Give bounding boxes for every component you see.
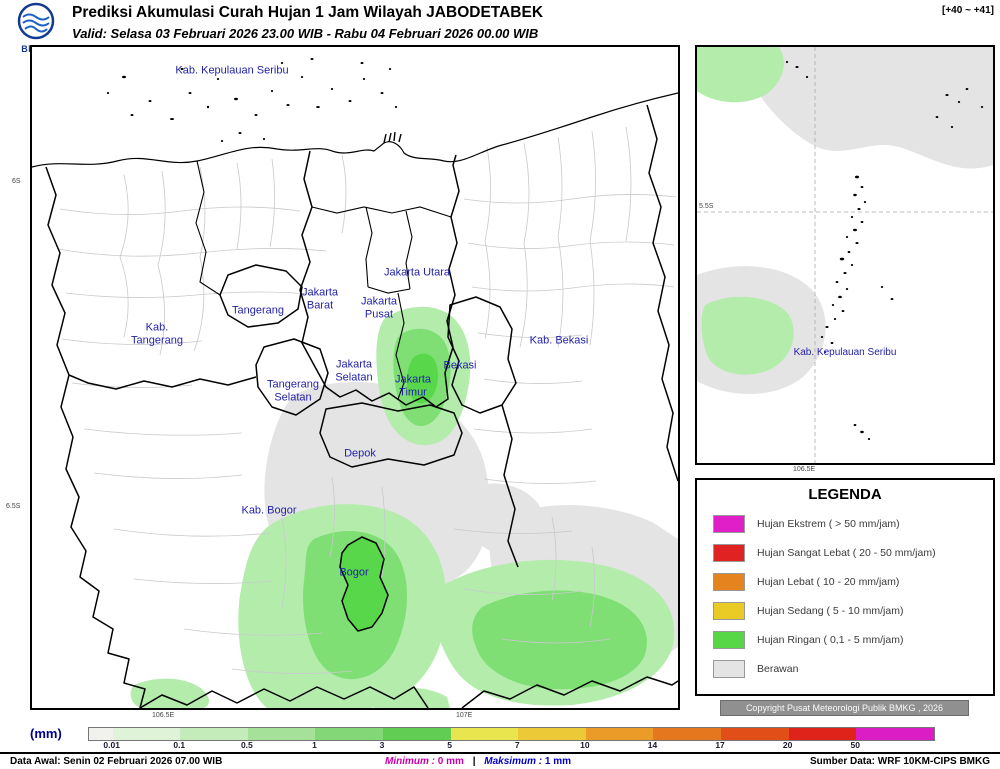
colorbar-unit-label: (mm) [30,726,62,741]
minimum-label: Minimum : [385,756,435,767]
legend-item: Hujan Lebat ( 10 - 20 mm/jam) [697,567,993,596]
legend-label: Hujan Ekstrem ( > 50 mm/jam) [757,517,900,530]
forecast-timestep: [+40 ~ +41] [942,5,994,16]
colorbar-segment [721,728,789,740]
legend-item: Hujan Ekstrem ( > 50 mm/jam) [697,509,993,538]
minimum-value: 0 mm [437,756,464,767]
minmax-text: Minimum : 0 mm | Maksimum : 1 mm [385,756,571,767]
footer-divider [0,752,1000,754]
lon-label-106-5e: 106.5E [152,712,175,719]
colorbar-tick: 5 [447,740,453,750]
colorbar-segment [653,728,721,740]
legend-title: LEGENDA [808,486,882,503]
inset-lat-label: 5.5S [699,203,714,210]
colorbar-tick: 0.01 [103,740,120,750]
data-awal-text: Data Awal: Senin 02 Februari 2026 07.00 … [10,756,223,767]
minmax-separator: | [472,756,476,767]
maksimum-value: 1 mm [544,756,571,767]
legend-label: Hujan Lebat ( 10 - 20 mm/jam) [757,575,900,588]
colorbar-tick: 3 [379,740,385,750]
maksimum-label: Maksimum : [484,756,543,767]
legend-swatch [713,659,745,678]
admin-boundaries [45,104,678,708]
legend-swatch [713,630,745,649]
legend-label: Berawan [757,662,799,675]
legend: LEGENDA Hujan Ekstrem ( > 50 mm/jam) Huja… [695,478,995,696]
colorbar-tick: 20 [782,740,793,750]
lat-label-6s: 6S [12,178,21,185]
inset-island-dots [785,61,984,440]
colorbar-tick: 7 [514,740,520,750]
island-dots [106,58,398,142]
legend-label: Hujan Sangat Lebat ( 20 - 50 mm/jam) [757,546,936,559]
valid-period: Valid: Selasa 03 Februari 2026 23.00 WIB… [72,26,539,41]
colorbar-segment [383,728,451,740]
colorbar-tick: 0.5 [240,740,253,750]
main-map-canvas [32,47,678,708]
legend-swatch [713,572,745,591]
colorbar-segment [89,728,113,740]
colorbar-ticks: 0.01 0.1 0.5 1 3 5 7 10 14 17 20 50 [88,740,933,751]
colorbar-segment [247,728,316,740]
colorbar-segment [112,728,181,740]
district-mesh-lines [57,126,677,674]
legend-rows: Hujan Ekstrem ( > 50 mm/jam) Hujan Sangat… [697,509,993,683]
colorbar-tick: 14 [647,740,658,750]
legend-swatch [713,543,745,562]
colorbar-tick: 1 [312,740,317,750]
inset-region-label: Kab. Kepulauan Seribu [793,347,897,358]
copyright-bar: Copyright Pusat Meteorologi Publik BMKG … [720,700,969,716]
bmkg-logo-icon [17,2,55,40]
legend-swatch [713,601,745,620]
legend-label: Hujan Sedang ( 5 - 10 mm/jam) [757,604,904,617]
colorbar-tick: 50 [850,740,860,750]
colorbar-segment [518,728,586,740]
legend-item: Hujan Ringan ( 0,1 - 5 mm/jam) [697,625,993,654]
lat-label-6-5s: 6.5S [6,503,21,510]
bogor-city-boundary [339,536,389,632]
colorbar-segment [856,728,934,740]
legend-item: Berawan [697,654,993,683]
colorbar-tick: 17 [715,740,725,750]
colorbar-segment [788,728,857,740]
colorbar-tick: 0.1 [173,740,186,750]
sumber-data-text: Sumber Data: WRF 10KM-CIPS BMKG [809,756,990,767]
inset-lon-label: 106.5E [793,466,816,473]
legend-label: Hujan Ringan ( 0,1 - 5 mm/jam) [757,633,904,646]
legend-item: Hujan Sangat Lebat ( 20 - 50 mm/jam) [697,538,993,567]
colorbar-tick: 10 [580,740,590,750]
port-structures [383,131,402,144]
colorbar-segment [315,728,384,740]
coastline [32,92,678,168]
colorbar-segment [180,728,248,740]
colorbar-segment [585,728,654,740]
page-title: Prediksi Akumulasi Curah Hujan 1 Jam Wil… [72,4,544,21]
inset-map-canvas [697,47,993,463]
legend-item: Hujan Sedang ( 5 - 10 mm/jam) [697,596,993,625]
colorbar-segment [450,728,519,740]
colorbar [88,727,935,741]
legend-swatch [713,514,745,533]
inset-map-kepulauan-seribu: Kab. Kepulauan Seribu [695,45,995,465]
main-map: Kab. Kepulauan Seribu Jakarta Utara Jakart… [30,45,680,710]
lon-label-107e: 107E [456,712,473,719]
